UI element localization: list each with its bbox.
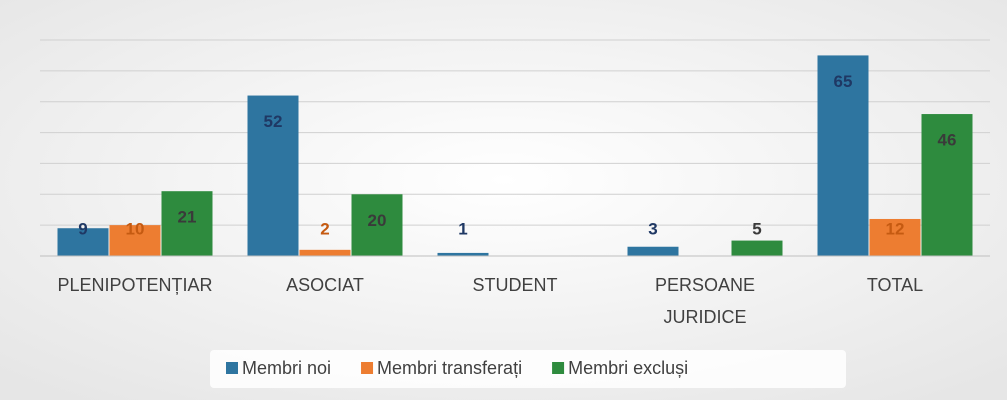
bar	[351, 194, 403, 256]
x-tick-label: PLENIPOTENȚIAR	[57, 275, 212, 295]
x-tick-label: TOTAL	[867, 275, 923, 295]
bar	[869, 218, 921, 256]
value-label: 9	[78, 219, 87, 238]
value-label: 65	[834, 72, 853, 91]
legend-label: Membri noi	[242, 358, 331, 378]
bar	[627, 246, 679, 256]
x-tick-label: ASOCIAT	[286, 275, 364, 295]
legend-box	[210, 350, 846, 388]
value-label: 5	[752, 219, 761, 238]
x-tick-label: STUDENT	[473, 275, 558, 295]
legend-swatch	[226, 362, 238, 374]
value-label: 3	[648, 219, 657, 238]
x-tick-label: PERSOANE JURIDICE	[655, 275, 755, 327]
bar	[57, 228, 109, 256]
legend-label: Membri excluși	[568, 358, 688, 378]
value-label: 1	[458, 219, 467, 238]
bar	[161, 191, 213, 256]
bar	[247, 95, 299, 257]
bar	[817, 55, 869, 256]
value-label: 52	[264, 112, 283, 131]
value-label: 10	[126, 219, 145, 238]
bar	[731, 240, 783, 256]
value-label: 2	[320, 219, 329, 238]
bar	[299, 249, 351, 256]
legend-swatch	[361, 362, 374, 374]
bar	[437, 252, 489, 256]
value-label: 12	[886, 219, 905, 238]
value-label: 21	[178, 208, 197, 227]
bar	[921, 114, 973, 256]
value-label: 20	[368, 211, 387, 230]
value-label: 46	[938, 131, 957, 150]
legend-swatch	[552, 362, 565, 374]
legend-label: Membri transferați	[377, 358, 522, 378]
bar	[109, 225, 161, 256]
